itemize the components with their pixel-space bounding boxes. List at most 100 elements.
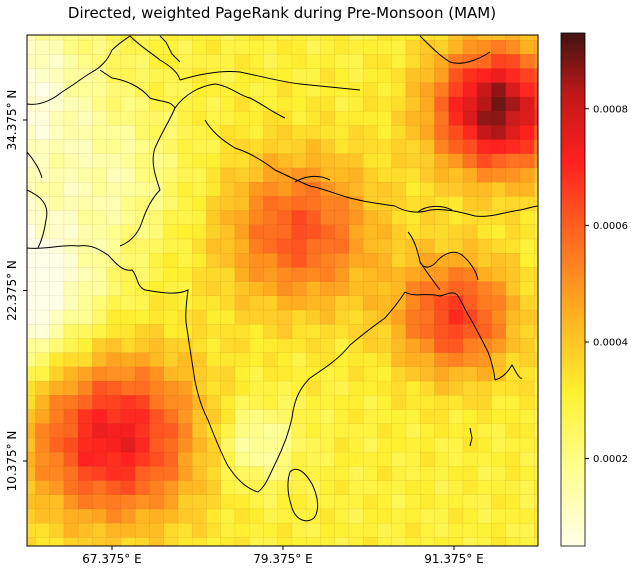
grid-cell bbox=[77, 82, 94, 98]
grid-cell bbox=[305, 508, 322, 524]
grid-cell bbox=[106, 224, 122, 240]
grid-cell bbox=[163, 281, 179, 297]
grid-cell bbox=[92, 480, 108, 496]
grid-cell bbox=[419, 153, 436, 169]
grid-cell bbox=[35, 238, 51, 255]
grid-cell bbox=[491, 380, 507, 397]
grid-cell bbox=[291, 196, 307, 212]
grid-cell bbox=[405, 39, 421, 56]
grid-cell bbox=[234, 238, 250, 255]
grid-cell bbox=[248, 380, 265, 397]
grid-cell bbox=[391, 281, 407, 297]
grid-cell bbox=[462, 366, 478, 382]
grid-cell bbox=[221, 566, 236, 572]
grid-cell bbox=[220, 39, 236, 56]
grid-cell bbox=[419, 210, 436, 226]
grid-cell bbox=[248, 125, 265, 141]
grid-cell bbox=[234, 494, 250, 510]
grid-cell bbox=[434, 522, 450, 539]
grid-cell bbox=[305, 139, 322, 155]
grid-cell bbox=[164, 566, 179, 572]
grid-cell bbox=[462, 508, 478, 524]
grid-cell bbox=[149, 437, 165, 453]
grid-cell bbox=[177, 380, 193, 397]
grid-cell bbox=[92, 281, 108, 297]
grid-cell bbox=[434, 295, 450, 311]
grid-cell bbox=[291, 238, 307, 255]
grid-cell bbox=[134, 352, 151, 368]
grid-cell bbox=[334, 39, 350, 56]
grid-cell bbox=[320, 309, 336, 326]
grid-cell bbox=[77, 494, 94, 510]
grid-cell bbox=[448, 96, 464, 112]
grid-cell bbox=[191, 352, 208, 368]
grid-cell bbox=[419, 167, 436, 183]
grid-cell bbox=[305, 54, 322, 70]
grid-cell bbox=[305, 181, 322, 198]
grid-cell bbox=[63, 295, 79, 311]
grid-cell bbox=[248, 451, 265, 468]
grid-cell bbox=[63, 366, 79, 382]
grid-cell bbox=[505, 437, 521, 453]
grid-cell bbox=[177, 508, 193, 524]
grid-cell bbox=[35, 309, 51, 326]
grid-cell bbox=[134, 238, 151, 255]
grid-cell bbox=[177, 210, 193, 226]
grid-cell bbox=[533, 494, 538, 510]
grid-cell bbox=[362, 309, 379, 326]
grid-cell bbox=[63, 324, 79, 340]
grid-cell bbox=[21, 552, 36, 567]
grid-cell bbox=[191, 395, 208, 411]
grid-cell bbox=[35, 68, 51, 84]
grid-cell bbox=[49, 153, 65, 169]
grid-cell bbox=[27, 537, 37, 546]
grid-cell bbox=[77, 366, 94, 382]
grid-cell bbox=[134, 508, 151, 524]
grid-cell bbox=[434, 267, 450, 283]
grid-cell bbox=[462, 252, 478, 269]
grid-cell bbox=[263, 281, 279, 297]
grid-cell bbox=[362, 125, 379, 141]
grid-cell bbox=[149, 139, 165, 155]
grid-cell bbox=[234, 196, 250, 212]
grid-cell bbox=[519, 210, 535, 226]
grid-cell bbox=[534, 552, 549, 567]
grid-cell bbox=[248, 54, 265, 70]
grid-cell bbox=[505, 125, 521, 141]
grid-cell bbox=[191, 196, 208, 212]
grid-cell bbox=[434, 409, 450, 425]
grid-cell bbox=[163, 451, 179, 468]
grid-cell bbox=[27, 167, 37, 183]
grid-cell bbox=[134, 480, 151, 496]
grid-cell bbox=[419, 380, 436, 397]
grid-cell bbox=[533, 466, 538, 482]
grid-cell bbox=[320, 508, 336, 524]
grid-cell bbox=[405, 139, 421, 155]
grid-cell bbox=[505, 366, 521, 382]
grid-cell bbox=[505, 153, 521, 169]
grid-cell bbox=[533, 96, 538, 112]
grid-cell bbox=[391, 480, 407, 496]
grid-cell bbox=[49, 167, 65, 183]
grid-cell bbox=[27, 125, 37, 141]
grid-cell bbox=[49, 537, 65, 546]
grid-cell bbox=[35, 252, 51, 269]
grid-cell bbox=[462, 110, 478, 127]
grid-cell bbox=[476, 125, 493, 141]
colorbar-tick-label: 0.0002 bbox=[593, 454, 628, 465]
grid-cell bbox=[27, 451, 37, 468]
grid-cell bbox=[27, 366, 37, 382]
grid-cell bbox=[234, 309, 250, 326]
grid-cell bbox=[49, 451, 65, 468]
grid-cell bbox=[405, 110, 421, 127]
grid-cell bbox=[27, 35, 37, 41]
grid-cell bbox=[191, 508, 208, 524]
grid-cell bbox=[362, 35, 379, 41]
grid-cell bbox=[149, 494, 165, 510]
grid-cell bbox=[362, 167, 379, 183]
grid-cell bbox=[305, 153, 322, 169]
grid-cell bbox=[405, 395, 421, 411]
grid-cell bbox=[7, 40, 22, 55]
grid-cell bbox=[191, 380, 208, 397]
grid-cell bbox=[434, 423, 450, 439]
